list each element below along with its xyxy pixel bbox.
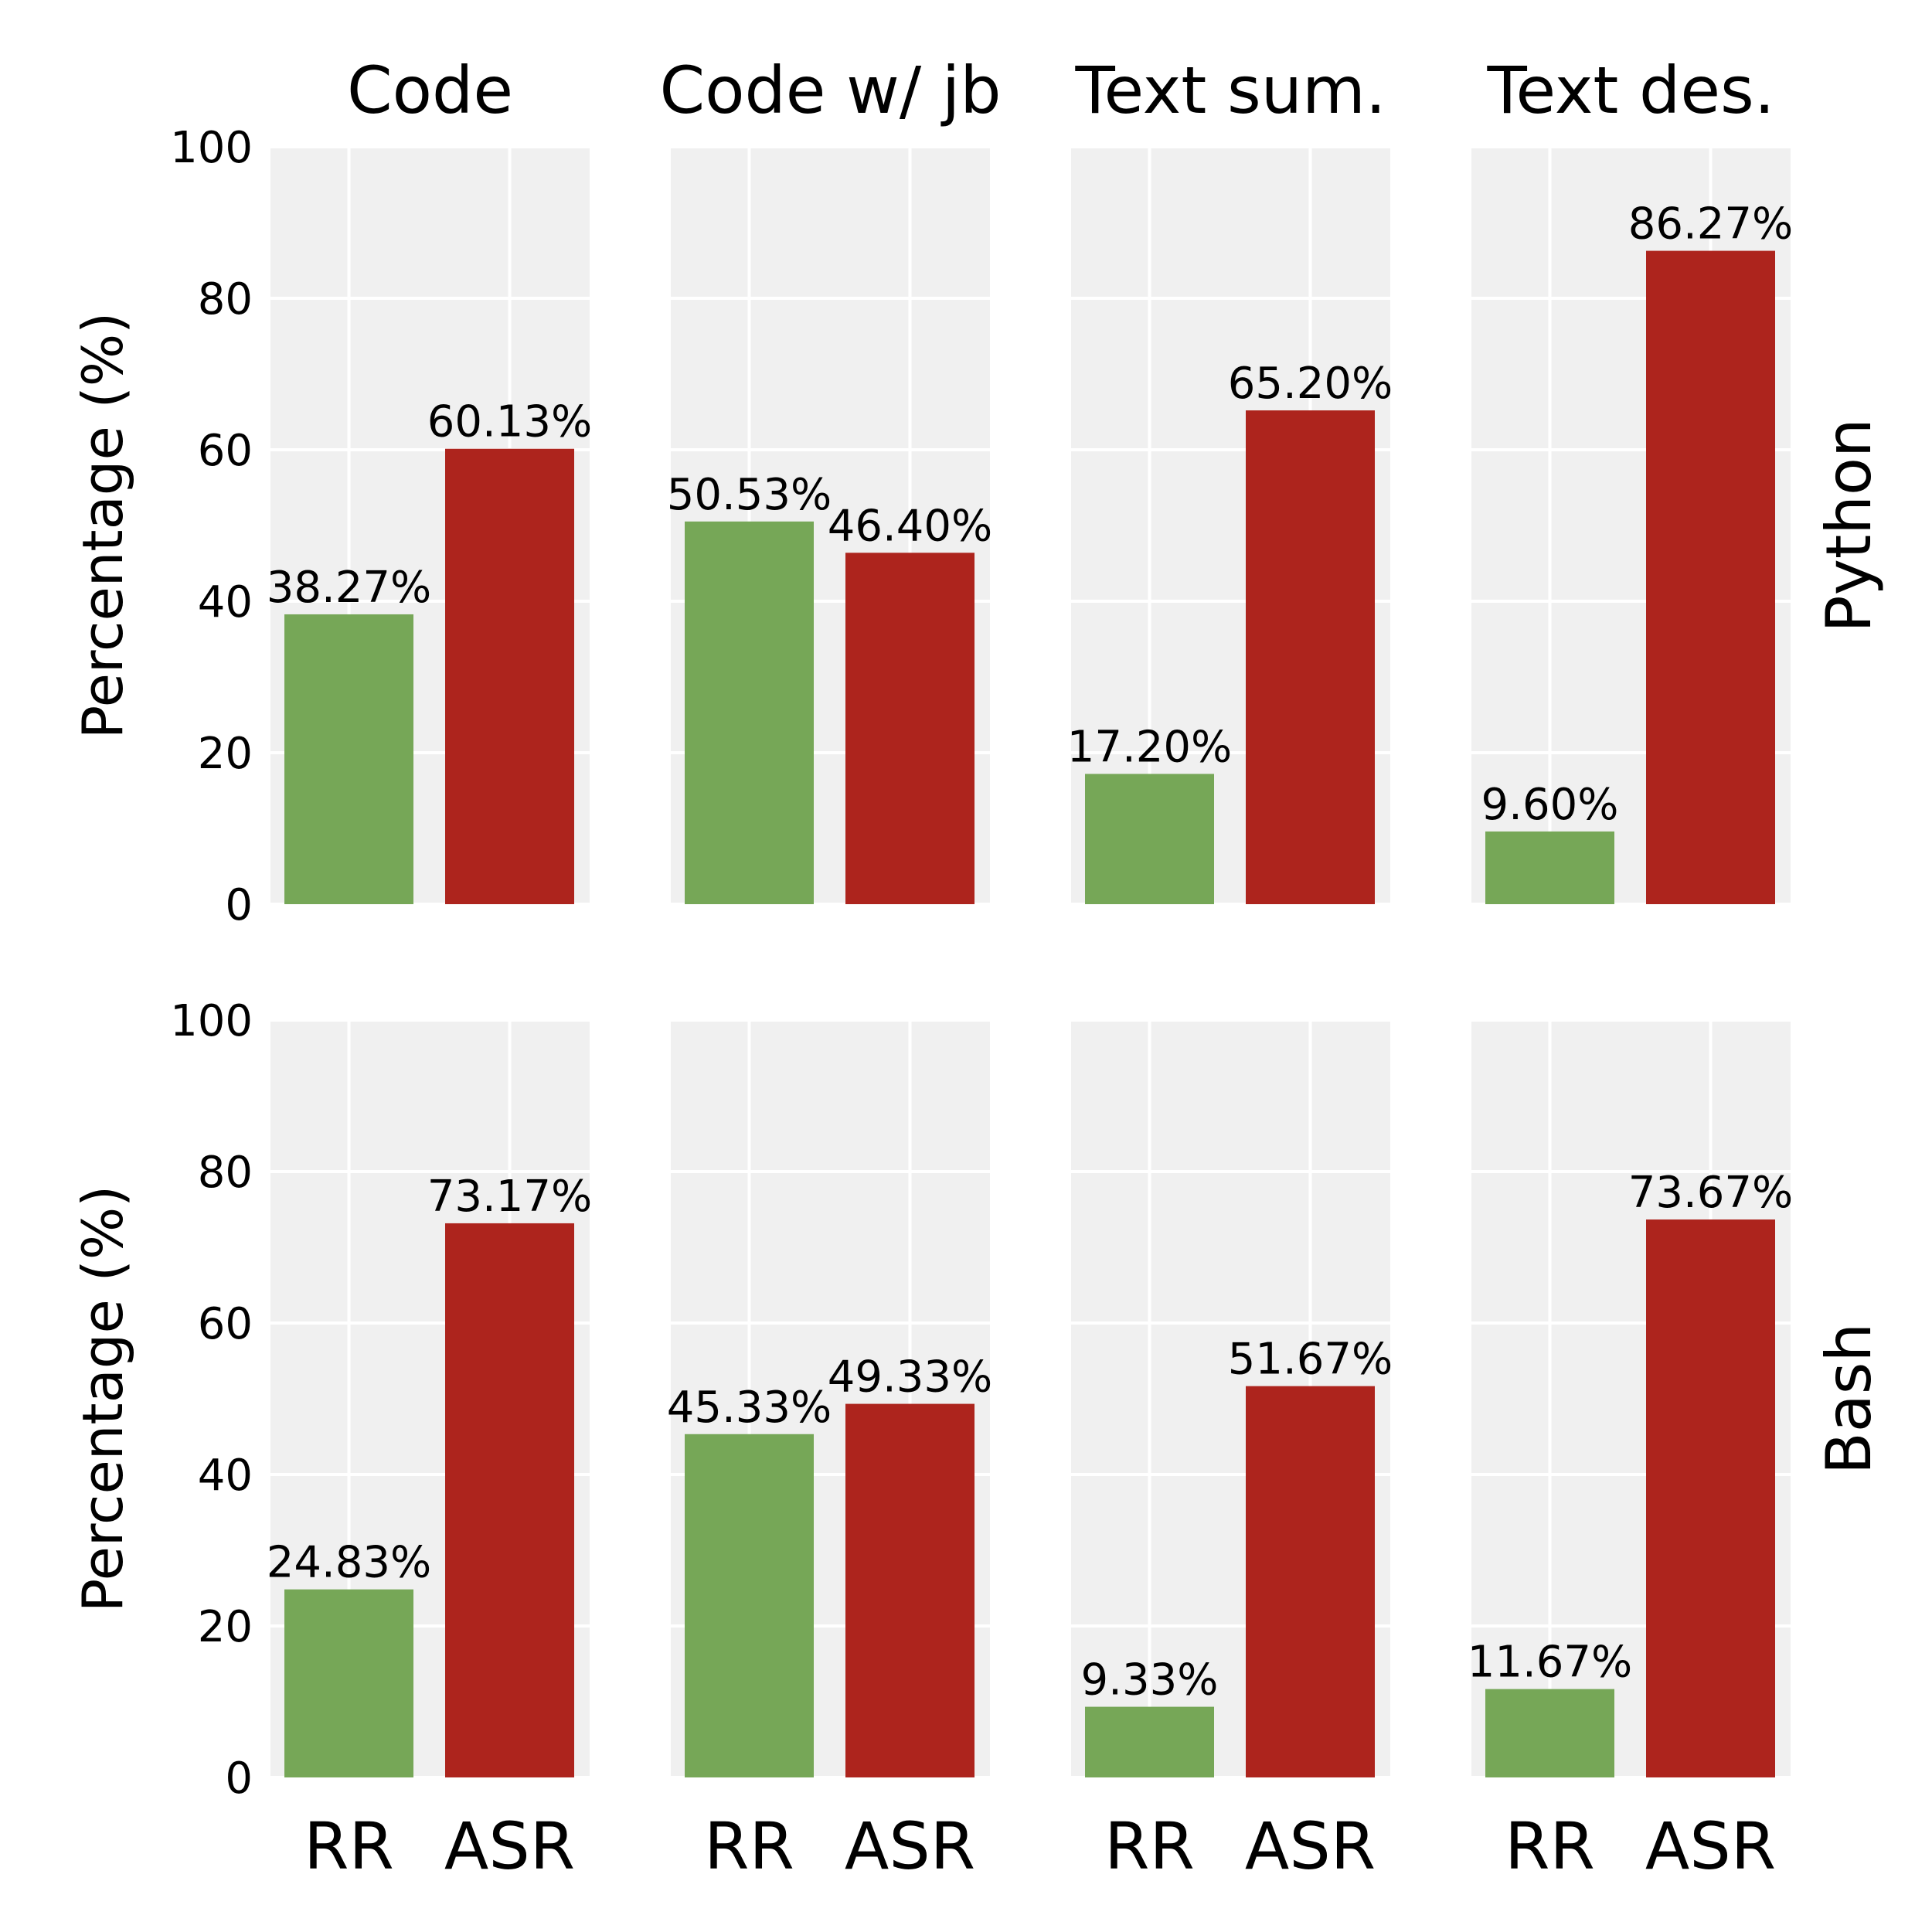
panel-bash-code-data-label-asr: 73.17% — [427, 1172, 593, 1222]
panel-python-text-sum-data-label-rr: 17.20% — [1067, 722, 1233, 772]
y-tick-label-row-bash: 0 — [225, 1753, 253, 1804]
panel-bash-text-sum-data-label-rr: 9.33% — [1081, 1655, 1219, 1706]
y-tick-label-row-bash: 100 — [170, 996, 253, 1046]
panel-bash-code-bar-asr — [445, 1223, 574, 1777]
panel-bash-text-des-bar-asr — [1646, 1219, 1775, 1777]
x-tick-label-rr: RR — [704, 1808, 794, 1884]
column-title-text-sum: Text sum. — [1074, 53, 1386, 128]
panel-python-text-des-bar-asr — [1646, 250, 1775, 905]
panel-bash-code-w-jb-data-label-asr: 49.33% — [828, 1352, 993, 1403]
x-tick-label-asr: ASR — [845, 1808, 975, 1884]
panel-bash-text-des-data-label-rr: 11.67% — [1468, 1638, 1633, 1688]
y-tick-label-row-python: 100 — [170, 123, 253, 173]
x-tick-label-asr: ASR — [444, 1808, 575, 1884]
panel-bash-code-bar-rr — [284, 1589, 413, 1777]
y-tick-label-row-python: 60 — [198, 426, 253, 476]
panel-python-code-w-jb-bar-rr — [685, 521, 814, 904]
x-tick-label-asr: ASR — [1645, 1808, 1776, 1884]
panel-python-code-bar-asr — [445, 448, 574, 904]
panel-bash-code-data-label-rr: 24.83% — [267, 1538, 432, 1588]
panel-bash-text-sum-data-label-asr: 51.67% — [1228, 1335, 1393, 1385]
panel-python-text-sum-bar-asr — [1246, 410, 1375, 904]
panel-python-text-des-data-label-rr: 9.60% — [1481, 780, 1619, 830]
panel-python-code-data-label-asr: 60.13% — [427, 397, 593, 447]
panel-python-text-des-bar-rr — [1485, 831, 1614, 904]
panel-python-code-bar-rr — [284, 614, 413, 904]
y-axis-label-row-bash: Percentage (%) — [70, 1185, 135, 1613]
y-tick-label-row-python: 40 — [198, 577, 253, 628]
panel-python-code-w-jb-data-label-asr: 46.40% — [828, 501, 993, 551]
y-axis-label-row-python: Percentage (%) — [70, 312, 135, 740]
panel-bash-text-des-bar-rr — [1485, 1689, 1614, 1777]
y-tick-label-row-python: 80 — [198, 274, 253, 325]
panel-bash-code-w-jb-bar-rr — [685, 1434, 814, 1777]
panel-bash-code-w-jb-data-label-rr: 45.33% — [667, 1383, 832, 1433]
y-tick-label-row-bash: 40 — [198, 1451, 253, 1501]
x-tick-label-rr: RR — [1104, 1808, 1195, 1884]
panel-bash-code-w-jb-bar-asr — [845, 1403, 975, 1777]
x-tick-label-asr: ASR — [1245, 1808, 1376, 1884]
panel-bash-text-des-data-label-asr: 73.67% — [1628, 1168, 1794, 1218]
column-title-code: Code — [347, 53, 513, 128]
panel-bash-text-sum-bar-rr — [1085, 1706, 1214, 1777]
row-label-python: Python — [1813, 418, 1885, 632]
panel-python-code-data-label-rr: 38.27% — [267, 563, 432, 613]
y-tick-label-row-python: 0 — [225, 880, 253, 930]
row-label-bash: Bash — [1813, 1323, 1885, 1475]
x-tick-label-rr: RR — [1505, 1808, 1595, 1884]
column-title-code-w-jb: Code w/ jb — [659, 53, 1001, 128]
panel-python-text-sum-data-label-asr: 65.20% — [1228, 359, 1393, 409]
panel-python-code-w-jb-data-label-rr: 50.53% — [667, 470, 832, 520]
column-title-text-des: Text des. — [1486, 53, 1774, 128]
panel-python-code-w-jb-bar-asr — [845, 553, 975, 904]
panel-bash-text-sum-bar-asr — [1246, 1386, 1375, 1777]
y-tick-label-row-python: 20 — [198, 729, 253, 779]
y-tick-label-row-bash: 20 — [198, 1602, 253, 1652]
panel-python-text-des-data-label-asr: 86.27% — [1628, 199, 1794, 250]
x-tick-label-rr: RR — [304, 1808, 394, 1884]
y-tick-label-row-bash: 60 — [198, 1299, 253, 1349]
y-tick-label-row-bash: 80 — [198, 1148, 253, 1198]
panel-python-text-sum-bar-rr — [1085, 774, 1214, 904]
